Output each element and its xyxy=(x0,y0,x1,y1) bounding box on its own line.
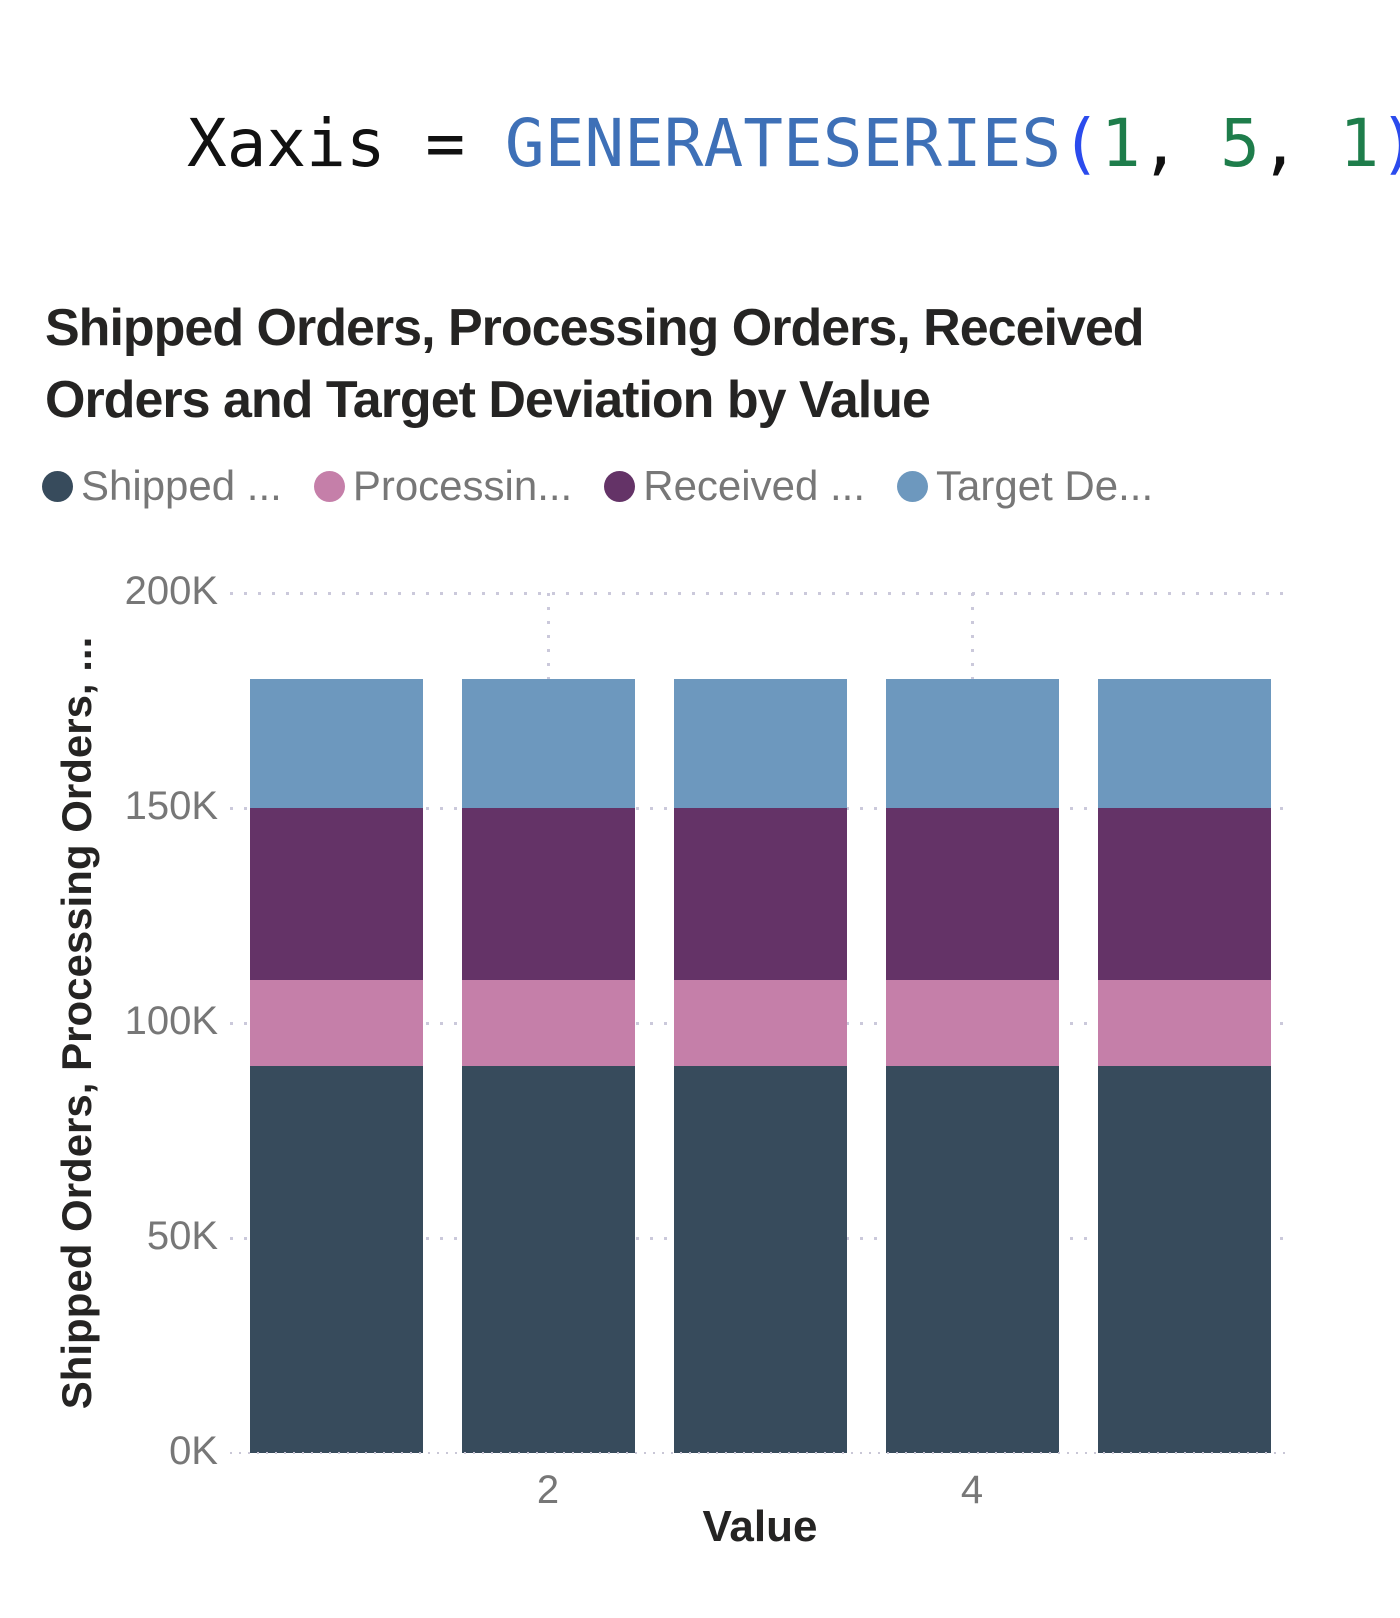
bar-segment[interactable] xyxy=(1097,1066,1271,1453)
formula-arg-3: 1 xyxy=(1339,105,1380,182)
bar-segment[interactable] xyxy=(885,679,1059,808)
bar-segment[interactable] xyxy=(461,808,635,980)
formula-arg-2: 5 xyxy=(1220,105,1260,182)
legend-label-shipped-orders: Shipped ... xyxy=(81,462,282,509)
y-tick-label: 100K xyxy=(124,999,218,1043)
bar-segment[interactable] xyxy=(885,808,1059,980)
bar xyxy=(673,593,847,1453)
legend-dot-shipped-orders xyxy=(42,470,73,502)
bar-segment[interactable] xyxy=(1097,980,1271,1066)
y-tick-label: 0K xyxy=(169,1429,218,1473)
legend-item-processing-orders[interactable]: Processin... xyxy=(313,462,573,510)
bar-segment[interactable] xyxy=(885,1066,1059,1453)
formula-close-paren: ) xyxy=(1379,105,1400,182)
dax-formula-line[interactable]: Xaxis = GENERATESERIES(1, 5, 1) xyxy=(28,18,1400,270)
x-tick-label: 4 xyxy=(960,1468,984,1512)
plot-area xyxy=(230,591,1290,1454)
bar-segment[interactable] xyxy=(673,1066,847,1453)
formula-variable: Xaxis xyxy=(186,105,426,182)
formula-equals: = xyxy=(425,105,505,182)
bar-segment[interactable] xyxy=(249,1066,423,1453)
y-tick-label: 200K xyxy=(124,569,218,613)
x-tick-label: 2 xyxy=(536,1468,560,1512)
bar xyxy=(1097,593,1271,1453)
legend-dot-target-deviation xyxy=(897,470,929,502)
bar-segment[interactable] xyxy=(1097,679,1271,808)
legend: Shipped ... Processin... Received ... Ta… xyxy=(42,462,1153,510)
bar-segment[interactable] xyxy=(249,679,423,808)
formula-arg-1: 1 xyxy=(1100,105,1141,182)
x-axis-baseline xyxy=(230,1452,1290,1454)
y-tick-label: 50K xyxy=(146,1214,218,1258)
legend-item-target-deviation[interactable]: Target De... xyxy=(897,462,1153,510)
legend-label-received-orders: Received ... xyxy=(643,462,866,509)
formula-comma-1: , xyxy=(1140,105,1221,182)
bar xyxy=(461,593,635,1453)
legend-dot-received-orders xyxy=(604,470,636,502)
legend-label-processing-orders: Processin... xyxy=(352,462,573,509)
bar-segment[interactable] xyxy=(461,1066,635,1453)
y-tick-label: 150K xyxy=(124,784,218,828)
bar-segment[interactable] xyxy=(1097,808,1271,980)
legend-label-target-deviation: Target De... xyxy=(936,462,1154,509)
bar-segment[interactable] xyxy=(461,679,635,808)
bar-segment[interactable] xyxy=(673,679,847,808)
bar xyxy=(885,593,1059,1453)
gridline-horizontal xyxy=(230,591,1290,595)
x-axis-title: Value xyxy=(702,1502,818,1551)
formula-comma-2: , xyxy=(1259,105,1340,182)
bar-segment[interactable] xyxy=(461,980,635,1066)
bar-segment[interactable] xyxy=(249,808,423,980)
bar-segment[interactable] xyxy=(673,980,847,1066)
bar xyxy=(249,593,423,1453)
legend-item-shipped-orders[interactable]: Shipped ... xyxy=(42,462,282,510)
legend-dot-processing-orders xyxy=(313,470,345,502)
legend-item-received-orders[interactable]: Received ... xyxy=(604,462,865,510)
chart-title: Shipped Orders, Processing Orders, Recei… xyxy=(45,299,1145,429)
formula-function: GENERATESERIES xyxy=(504,105,1062,182)
bar-segment[interactable] xyxy=(885,980,1059,1066)
bar-segment[interactable] xyxy=(673,808,847,980)
bar-segment[interactable] xyxy=(249,980,423,1066)
formula-open-paren: ( xyxy=(1061,105,1101,182)
